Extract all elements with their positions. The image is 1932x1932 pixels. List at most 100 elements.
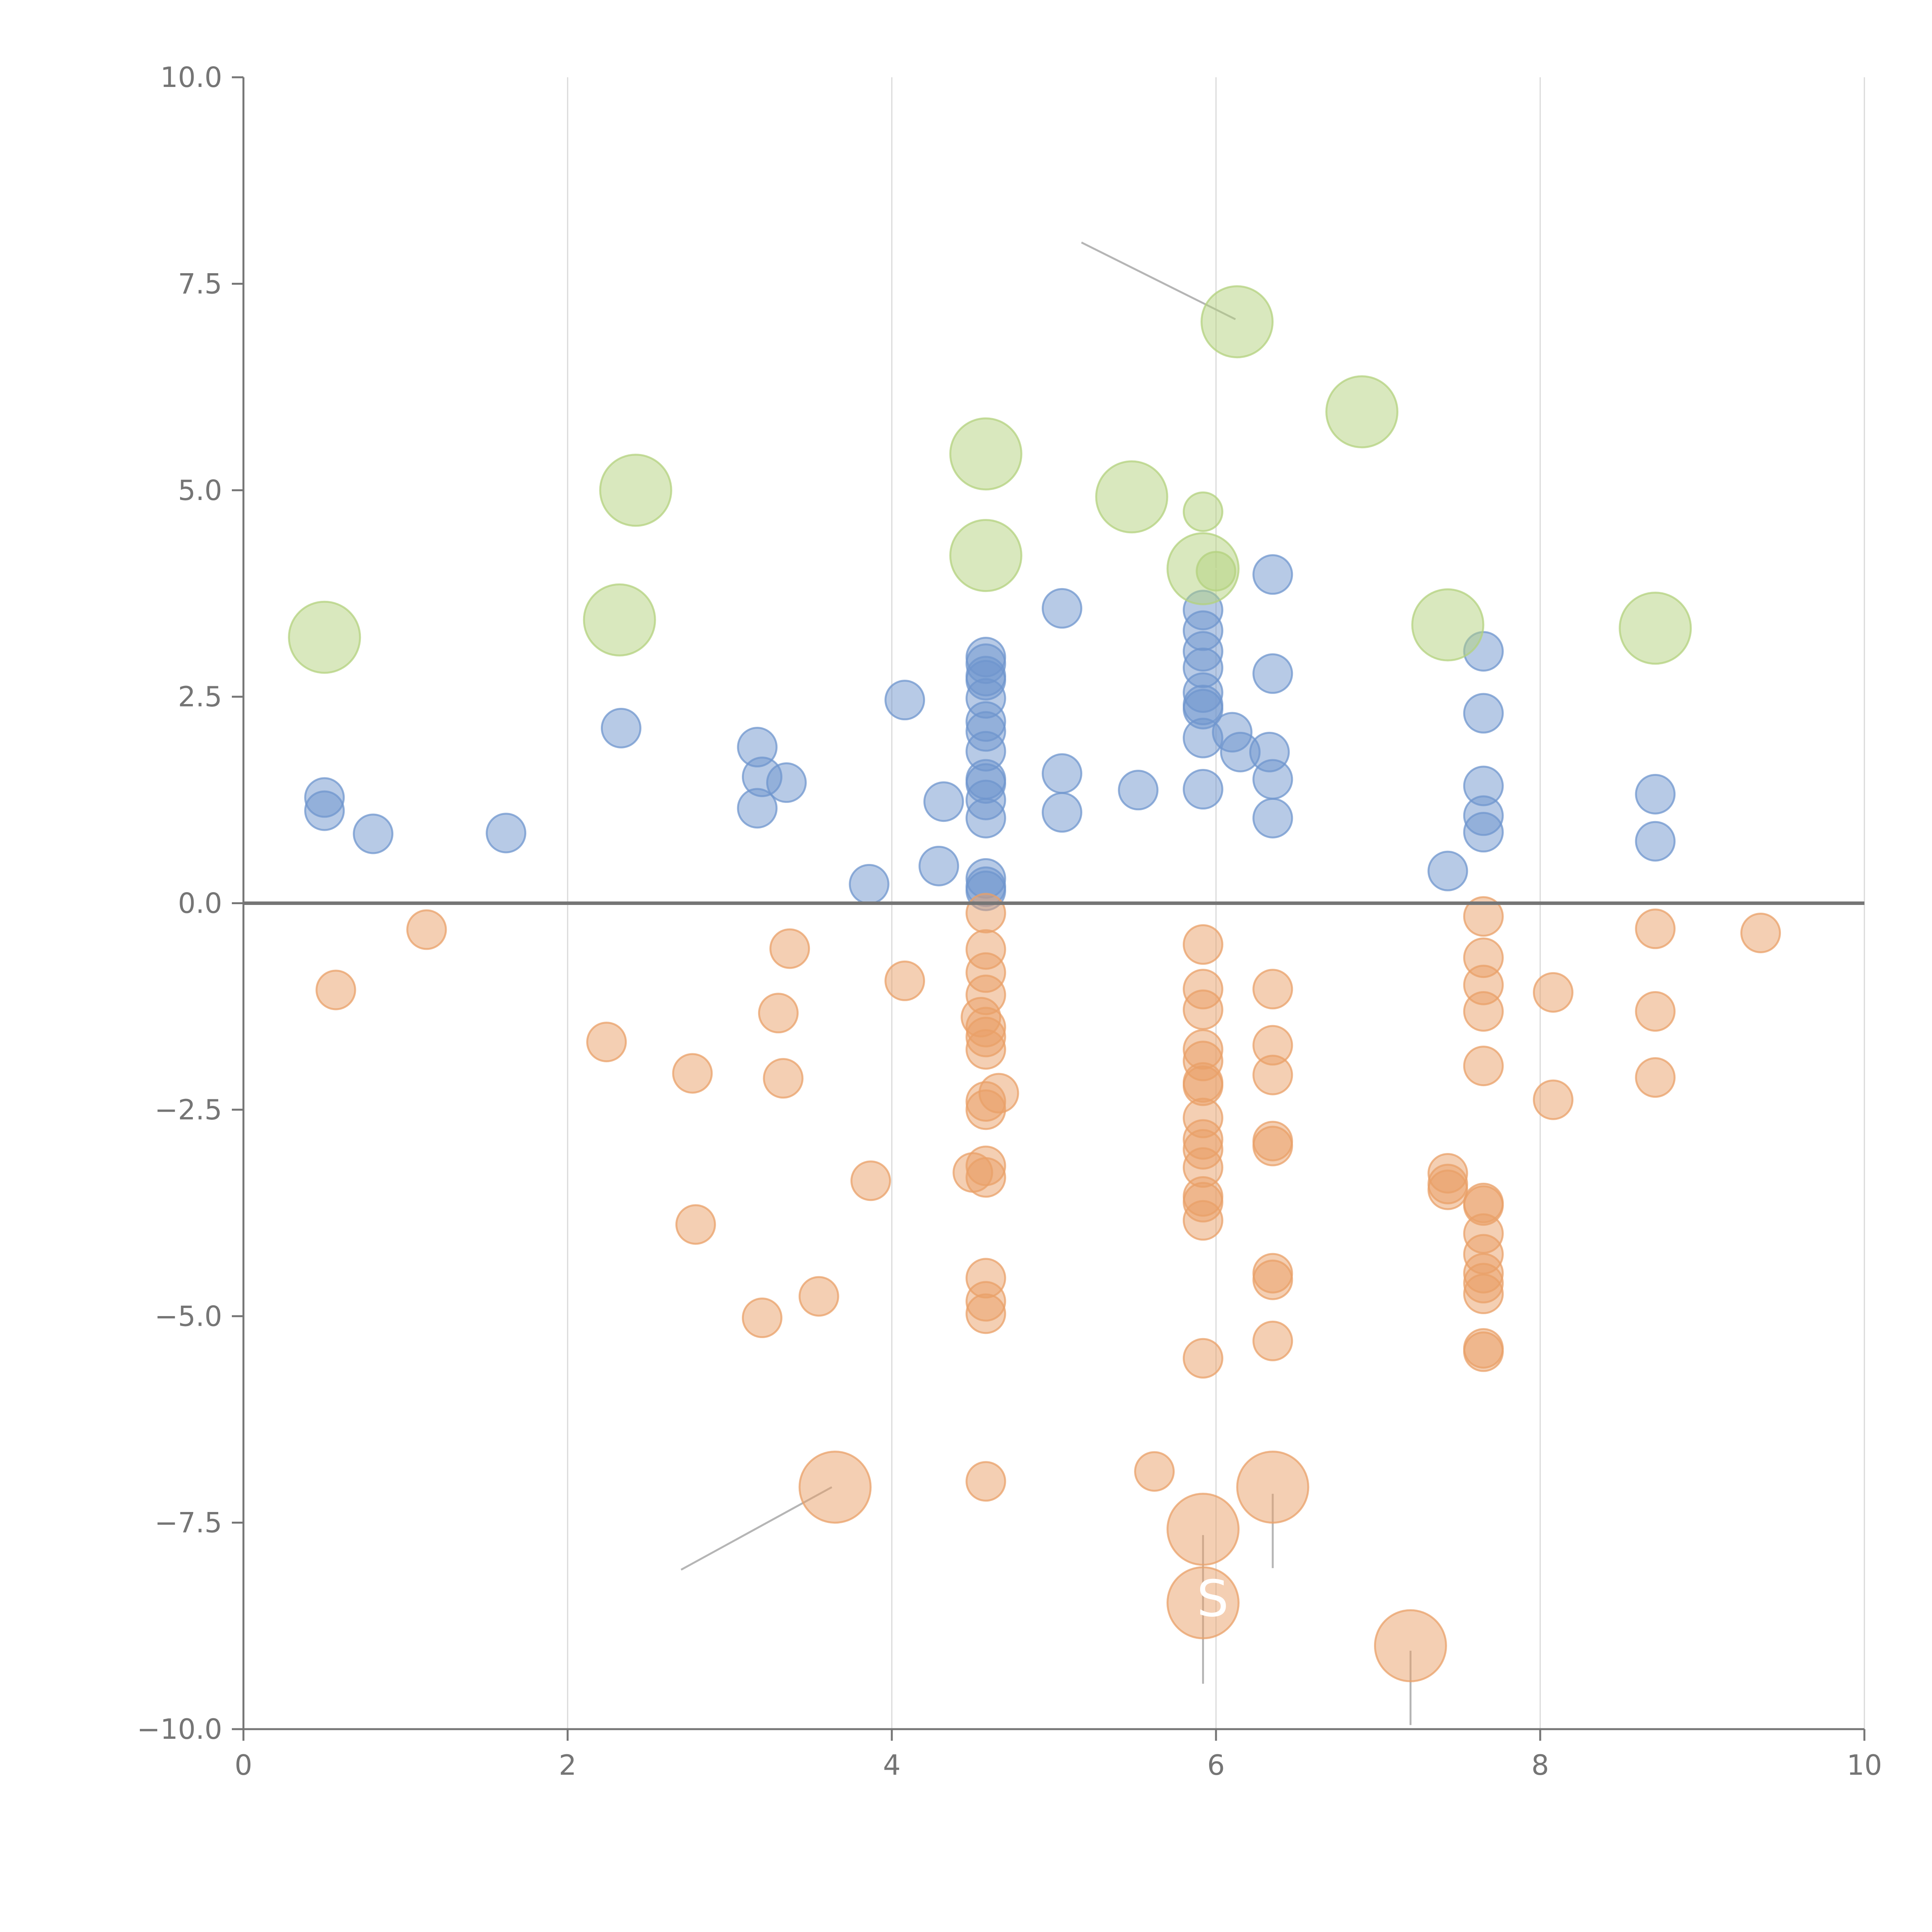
y-tick-label-2: 5.0 bbox=[178, 474, 222, 507]
point-blue-44 bbox=[1252, 653, 1293, 694]
y-tick-label-4: 0.0 bbox=[178, 887, 222, 920]
point-green-10 bbox=[1619, 592, 1692, 665]
point-green-small-1 bbox=[1196, 551, 1236, 592]
point-orange-30 bbox=[1134, 1451, 1175, 1492]
point-orange-57 bbox=[1463, 896, 1504, 937]
point-blue-12 bbox=[923, 781, 964, 822]
point-blue-4 bbox=[600, 707, 641, 748]
point-orange-46 bbox=[1252, 969, 1293, 1010]
point-orange-20 bbox=[965, 1029, 1006, 1070]
x-tick-label-3: 6 bbox=[1207, 1749, 1225, 1781]
x-tick-label-4: 8 bbox=[1531, 1749, 1549, 1781]
point-orange-large-1 bbox=[1166, 1493, 1240, 1566]
point-blue-1 bbox=[304, 790, 345, 831]
point-orange-large-2 bbox=[1166, 1566, 1240, 1639]
point-blue-43 bbox=[1252, 554, 1293, 595]
point-orange-56 bbox=[1427, 1169, 1468, 1210]
point-blue-3 bbox=[486, 813, 527, 854]
point-orange-68 bbox=[1463, 1274, 1504, 1315]
x-tick-label-0: 0 bbox=[235, 1749, 252, 1781]
axes: 10.0 7.5 5.0 2.5 0.0 −2.5 −5.0 −7.5 −10.0 0 2 4 6 8 10 bbox=[137, 61, 1882, 1781]
point-orange-25 bbox=[965, 1157, 1006, 1198]
point-blue-48 bbox=[1427, 850, 1468, 891]
point-blue-53 bbox=[1463, 812, 1504, 853]
y-tick-label-5: −2.5 bbox=[155, 1094, 222, 1126]
point-green-4 bbox=[949, 519, 1022, 592]
point-orange-1 bbox=[406, 909, 447, 950]
point-blue-10 bbox=[884, 680, 925, 721]
point-orange-10 bbox=[850, 1160, 891, 1201]
point-orange-3 bbox=[672, 1053, 713, 1094]
y-tick-label-0: 10.0 bbox=[160, 61, 222, 94]
point-green-2 bbox=[599, 454, 672, 527]
y-tick-label-8: −10.0 bbox=[137, 1713, 222, 1745]
point-blue-30 bbox=[1041, 792, 1082, 833]
point-orange-45 bbox=[1182, 1338, 1223, 1379]
point-green-small-0 bbox=[1182, 491, 1223, 532]
point-orange-75 bbox=[1635, 1057, 1676, 1098]
point-blue-46 bbox=[1252, 759, 1293, 800]
point-green-8 bbox=[1325, 375, 1399, 449]
y-tick-label-6: −5.0 bbox=[155, 1300, 222, 1332]
point-orange-31 bbox=[1182, 924, 1223, 965]
point-orange-large-3 bbox=[1236, 1451, 1310, 1524]
point-orange-50 bbox=[1252, 1126, 1293, 1167]
point-orange-2 bbox=[586, 1022, 627, 1063]
point-orange-60 bbox=[1463, 991, 1504, 1032]
point-blue-11 bbox=[918, 845, 959, 886]
point-orange-53 bbox=[1252, 1320, 1293, 1361]
point-orange-74 bbox=[1635, 991, 1676, 1032]
point-blue-7 bbox=[737, 788, 778, 829]
point-green-0 bbox=[288, 600, 361, 674]
point-blue-2 bbox=[353, 813, 394, 854]
point-blue-54 bbox=[1635, 774, 1676, 815]
point-orange-76 bbox=[1740, 912, 1781, 953]
point-orange-4 bbox=[675, 1204, 716, 1245]
annotation-label-0: S bbox=[1197, 1569, 1229, 1628]
point-orange-0 bbox=[315, 969, 356, 1010]
point-green-5 bbox=[1095, 460, 1168, 534]
point-orange-large-0 bbox=[798, 1451, 872, 1524]
x-tick-label-2: 4 bbox=[883, 1749, 901, 1781]
point-blue-47 bbox=[1252, 798, 1293, 838]
point-orange-23 bbox=[965, 1089, 1006, 1130]
point-orange-5 bbox=[742, 1298, 782, 1338]
point-orange-71 bbox=[1533, 972, 1574, 1013]
point-orange-28 bbox=[965, 1293, 1006, 1334]
point-orange-33 bbox=[1182, 989, 1223, 1030]
point-orange-8 bbox=[769, 928, 810, 969]
x-tick-label-5: 10 bbox=[1847, 1749, 1882, 1781]
point-blue-31 bbox=[1118, 770, 1159, 811]
point-orange-61 bbox=[1463, 1046, 1504, 1087]
point-orange-73 bbox=[1635, 908, 1676, 949]
point-blue-50 bbox=[1463, 693, 1504, 734]
point-blue-29 bbox=[1041, 753, 1082, 794]
point-orange-13 bbox=[965, 893, 1006, 934]
point-orange-11 bbox=[884, 960, 925, 1001]
point-orange-52 bbox=[1252, 1259, 1293, 1300]
point-orange-44 bbox=[1182, 1200, 1223, 1241]
point-green-1 bbox=[583, 583, 656, 656]
point-blue-9 bbox=[849, 864, 889, 905]
y-tick-label-3: 2.5 bbox=[178, 680, 222, 713]
annotations: S bbox=[1197, 1569, 1229, 1628]
point-blue-55 bbox=[1635, 821, 1676, 862]
point-orange-48 bbox=[1252, 1054, 1293, 1095]
point-blue-40 bbox=[1182, 769, 1223, 810]
point-orange-70 bbox=[1463, 1331, 1504, 1372]
point-orange-9 bbox=[798, 1276, 839, 1317]
point-orange-72 bbox=[1533, 1079, 1574, 1120]
point-orange-6 bbox=[758, 993, 799, 1034]
y-tick-label-7: −7.5 bbox=[155, 1507, 222, 1539]
point-green-7 bbox=[1201, 285, 1274, 359]
data-points bbox=[288, 285, 1781, 1682]
point-green-9 bbox=[1411, 588, 1485, 662]
point-blue-8 bbox=[766, 762, 807, 803]
point-blue-28 bbox=[1041, 588, 1082, 629]
point-orange-29 bbox=[965, 1461, 1006, 1502]
point-blue-24 bbox=[965, 798, 1006, 838]
x-tick-label-1: 2 bbox=[559, 1749, 577, 1781]
point-orange-7 bbox=[763, 1058, 804, 1099]
